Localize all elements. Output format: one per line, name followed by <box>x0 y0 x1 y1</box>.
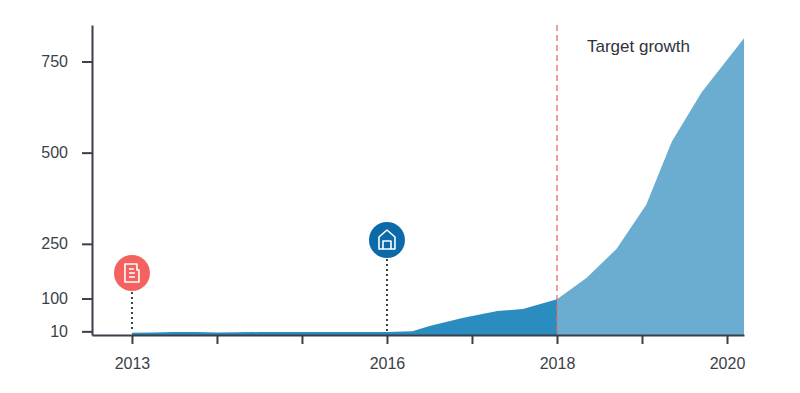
y-axis-line <box>92 26 94 336</box>
y-tick-label: 250 <box>41 235 68 252</box>
x-tick-mark <box>131 335 133 344</box>
annotation-line <box>556 25 557 335</box>
x-tick <box>217 335 218 344</box>
x-tick: 2013 <box>115 335 151 372</box>
x-tick-label: 2013 <box>115 355 151 372</box>
y-axis: 10 100 250 500 750 <box>41 26 92 340</box>
x-tick: 2016 <box>370 335 406 372</box>
y-tick: 100 <box>41 290 92 307</box>
x-tick <box>642 335 643 344</box>
y-tick-mark <box>82 298 92 300</box>
x-tick: 2020 <box>710 335 746 372</box>
y-tick-label: 750 <box>41 53 68 70</box>
annotation-label: Target growth <box>587 37 690 56</box>
x-tick <box>472 335 473 344</box>
x-tick-mark <box>216 335 218 344</box>
event-icon-circle <box>114 255 150 291</box>
y-tick-label: 100 <box>41 290 68 307</box>
x-tick-label: 2020 <box>710 355 746 372</box>
y-tick-label: 10 <box>50 323 68 340</box>
event-icon <box>369 222 405 258</box>
x-tick-mark <box>301 335 303 344</box>
events <box>114 222 405 331</box>
x-tick-label: 2018 <box>540 355 576 372</box>
event-line <box>386 259 388 331</box>
event-icon-glyph <box>125 264 139 282</box>
area <box>132 299 557 335</box>
y-tick: 10 <box>50 323 92 340</box>
chart: 2013 2016 2018 2020 10 100 250 500 750 Target gro… <box>0 0 800 393</box>
x-tick <box>302 335 303 344</box>
y-tick: 250 <box>41 235 92 252</box>
event-line <box>131 292 133 331</box>
x-tick-mark <box>386 335 388 344</box>
x-tick-mark <box>556 335 558 344</box>
y-tick: 750 <box>41 53 92 70</box>
x-tick-mark <box>471 335 473 344</box>
y-tick-mark <box>82 331 92 333</box>
plot-area <box>132 25 744 335</box>
y-tick-label: 500 <box>41 144 68 161</box>
x-tick-mark <box>726 335 728 344</box>
x-axis: 2013 2016 2018 2020 <box>93 335 746 372</box>
x-axis-line <box>93 335 745 337</box>
x-tick-label: 2016 <box>370 355 406 372</box>
x-tick: 2018 <box>540 335 576 372</box>
y-tick-mark <box>82 61 92 63</box>
event-icon-circle <box>369 222 405 258</box>
event-icon <box>114 255 150 291</box>
y-tick-mark <box>82 243 92 245</box>
y-tick-mark <box>82 152 92 154</box>
y-tick: 500 <box>41 144 92 161</box>
page: {"chart_data": { "type": "area", "x": [2… <box>0 0 800 393</box>
area <box>557 38 744 335</box>
x-tick-mark <box>641 335 643 344</box>
event-icon-glyph <box>379 230 395 249</box>
